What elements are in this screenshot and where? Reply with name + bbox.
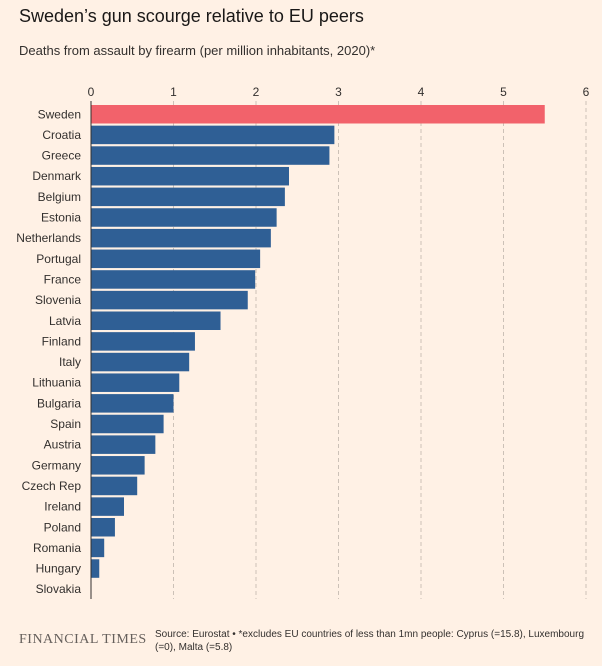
bar [91,208,277,227]
category-label: Lithuania [32,376,81,390]
bar [91,105,545,124]
bar [91,311,221,330]
bar [91,414,164,434]
bar-chart: 0 1 2 3 4 5 6 Sweden Croatia Greece Denmark Belgium… [16,85,590,599]
bar [91,538,105,558]
bar [91,518,115,537]
bar [91,187,285,207]
category-label: Czech Rep [22,479,82,493]
source-note: Source: Eurostat • *excludes EU countrie… [155,629,585,653]
category-label: France [44,272,82,286]
x-tick-label: 3 [335,85,342,99]
category-label: Greece [42,149,82,163]
category-label: Poland [44,520,81,534]
bar [91,290,248,310]
category-label: Spain [50,417,81,431]
bar [91,352,190,372]
bar [91,270,256,289]
category-label: Bulgaria [37,396,81,410]
bar [91,166,289,186]
bar [91,476,138,496]
x-tick-label: 6 [583,85,590,99]
category-label: Austria [44,438,82,452]
category-label: Estonia [41,211,81,225]
bar [91,559,100,578]
x-tick-label: 1 [170,85,177,99]
chart-title: Sweden’s gun scourge relative to EU peer… [19,6,364,26]
category-label: Netherlands [16,231,81,245]
chart-subtitle: Deaths from assault by firearm (per mill… [19,43,376,58]
ft-logo: FINANCIAL TIMES [19,632,147,647]
bar [91,146,330,165]
category-label: Italy [59,355,81,369]
bar [91,394,174,413]
category-label: Portugal [36,252,81,266]
category-label: Ireland [44,500,81,514]
category-label: Slovenia [35,293,81,307]
bar [91,249,261,269]
bar [91,497,124,516]
category-label: Croatia [42,128,81,142]
category-label: Germany [32,458,81,472]
category-label: Slovakia [36,582,82,596]
x-tick-label: 4 [418,85,425,99]
category-label: Denmark [32,169,82,183]
bar [91,373,180,392]
x-tick-label: 0 [88,85,95,99]
x-tick-label: 2 [253,85,260,99]
category-label: Finland [42,334,81,348]
category-label: Belgium [38,190,81,204]
bar [91,435,156,454]
category-label: Hungary [36,562,81,576]
bar [91,456,145,475]
x-tick-label: 5 [500,85,507,99]
category-label: Romania [33,541,81,555]
bar [91,125,335,145]
bar [91,332,195,351]
category-label: Sweden [38,107,81,121]
category-label: Latvia [49,314,81,328]
bar [91,228,271,248]
